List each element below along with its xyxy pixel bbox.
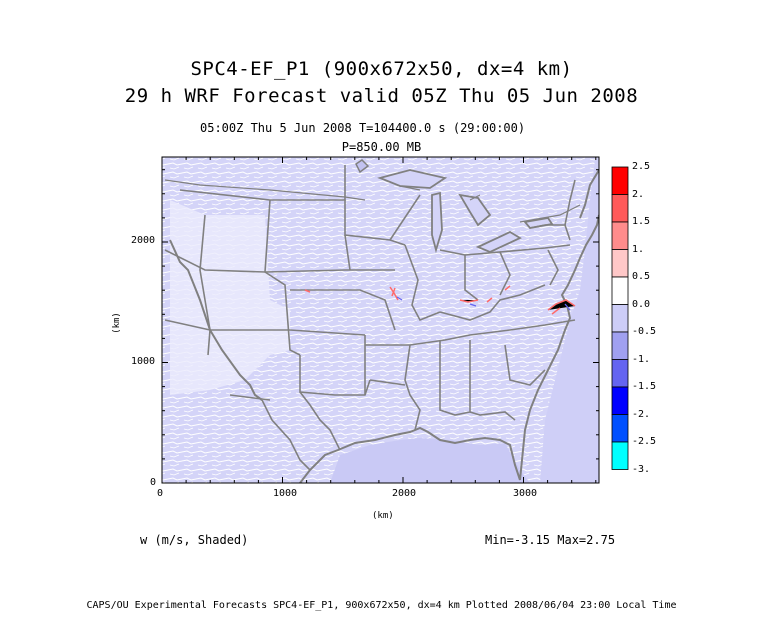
colorbar-cell <box>611 304 629 333</box>
colorbar-cell <box>611 414 629 443</box>
colorbar-cell <box>611 359 629 388</box>
atlantic-ocean <box>540 157 599 483</box>
lake-superior-west <box>355 159 370 174</box>
y-tick-label-1000: 1000 <box>131 356 156 367</box>
colorbar-label: 1.5 <box>632 216 651 227</box>
state-boundaries <box>164 165 576 471</box>
colorbar-label: 0.5 <box>632 271 651 282</box>
field-label: w (m/s, Shaded) <box>140 533 249 547</box>
colorbar-label: 0.0 <box>632 298 651 310</box>
lake-ontario <box>523 217 554 229</box>
colorbar-label: -3. <box>632 463 651 475</box>
lake-superior <box>377 169 448 189</box>
lake-erie <box>475 230 522 253</box>
colorbar-cell <box>611 331 629 360</box>
lake-michigan <box>431 191 443 254</box>
colorbar-label: 1. <box>632 243 645 255</box>
footer-caption: CAPS/OU Experimental Forecasts SPC4-EF_P… <box>86 600 677 611</box>
chart-subtitle: 29 h WRF Forecast valid 05Z Thu 05 Jun 2… <box>124 85 639 107</box>
min-max-readout: Min=-3.15 Max=2.75 <box>485 533 616 547</box>
colorbar-cell <box>611 194 629 223</box>
y-tick-label-0: 0 <box>150 477 157 488</box>
plot-frame <box>161 156 600 484</box>
x-tick-label-1000: 1000 <box>273 488 298 499</box>
x-tick-label-2000: 2000 <box>392 488 417 499</box>
gulf-coastline <box>299 426 521 483</box>
colorbar-label: 2. <box>632 188 645 200</box>
colorbar-cell <box>611 221 629 250</box>
canada-border <box>164 179 581 223</box>
updraft-streaks <box>304 285 576 315</box>
colorbar-label: -1. <box>632 353 651 365</box>
x-tick-label-0: 0 <box>157 488 164 499</box>
colorbar-label: -1.5 <box>632 381 657 392</box>
colorbar-cell <box>611 386 629 415</box>
colorbar-label: -2. <box>632 408 651 420</box>
y-tick-label-2000: 2000 <box>131 235 156 246</box>
colorbar-cell <box>611 441 629 470</box>
pressure-level: P=850.00 MB <box>341 140 422 154</box>
pacific-coastline <box>169 239 263 401</box>
y-axis-label: (km) <box>111 312 122 334</box>
valid-time-line: 05:00Z Thu 5 Jun 2008 T=104400.0 s (29:0… <box>200 121 526 135</box>
colorbar-cell <box>611 249 629 278</box>
colorbar-cell <box>611 166 629 195</box>
colorbar-cell <box>611 276 629 305</box>
downdraft-streaks <box>396 296 571 311</box>
colorbar-label: 2.5 <box>632 161 651 172</box>
colorbar-label: -0.5 <box>632 326 657 337</box>
x-axis-label: (km) <box>372 511 394 521</box>
atlantic-coastline <box>519 214 599 481</box>
colorbar-label: -2.5 <box>632 436 657 447</box>
new-england-coastline <box>579 169 599 219</box>
x-tick-label-3000: 3000 <box>513 488 538 499</box>
western-region-shading <box>170 200 290 395</box>
axis-ticks <box>161 157 599 484</box>
gulf-of-mexico <box>330 438 530 483</box>
chart-title: SPC4-EF_P1 (900x672x50, dx=4 km) <box>190 58 573 80</box>
